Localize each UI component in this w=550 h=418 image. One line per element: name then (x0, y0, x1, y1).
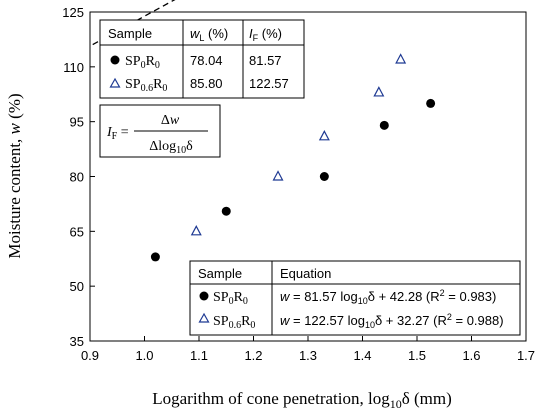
data-points (150, 53, 436, 262)
limits-row2-wl: 85.80 (190, 76, 223, 91)
flow-index-formula: IF = Δw Δlog10δ (99, 104, 221, 158)
limits-row2-sample: SP0.6R0 (125, 77, 167, 94)
data-point-series-1 (426, 98, 436, 108)
y-tick-label: 95 (70, 115, 84, 130)
x-tick-label: 1.3 (299, 348, 317, 363)
limits-row1-if: 81.57 (249, 53, 282, 68)
x-tick-label: 1.5 (408, 348, 426, 363)
data-point-series-2 (373, 86, 385, 97)
equations-row2-sample: SP0.6R0 (213, 314, 255, 331)
data-point-series-1 (379, 120, 389, 130)
y-tick-label: 35 (70, 334, 84, 349)
data-point-series-2 (272, 170, 284, 181)
equations-row1-equation: w = 81.57 log10δ + 42.28 (R2 = 0.983) (280, 288, 496, 306)
equations-header-equation: Equation (280, 266, 331, 281)
data-point-series-1 (221, 206, 231, 216)
limits-table: Sample wL (%) IF (%) SP0R0 78.04 81.57 S… (99, 19, 305, 99)
limits-row1-wl: 78.04 (190, 53, 223, 68)
formula-denominator: Δlog10δ (149, 139, 193, 156)
x-tick-label: 1.2 (244, 348, 262, 363)
equations-row1-sample: SP0R0 (213, 290, 248, 307)
x-tick-label: 1.4 (353, 348, 371, 363)
equations-row2-marker (198, 312, 210, 323)
data-point-series-2 (190, 225, 202, 236)
x-tick-label: 1.1 (190, 348, 208, 363)
y-axis-title: Moisture content, w (%) (5, 93, 24, 258)
limits-header-if: IF (%) (249, 26, 282, 43)
y-tick-label: 50 (70, 279, 84, 294)
axis-ticks: 0.9 1.0 1.1 1.2 1.3 1.4 1.5 1.6 1.7 35 50 65 80 95 110… (62, 5, 535, 363)
x-tick-label: 1.7 (517, 348, 535, 363)
limits-row2-marker (109, 77, 121, 88)
x-tick-label: 0.9 (81, 348, 99, 363)
limits-row1-marker (110, 55, 120, 65)
svg-text:IF =: IF = (106, 125, 129, 142)
x-tick-label: 1.6 (462, 348, 480, 363)
y-tick-label: 80 (70, 170, 84, 185)
limits-row2-if: 122.57 (249, 76, 289, 91)
y-tick-label: 110 (63, 60, 84, 75)
x-axis-title: Logarithm of cone penetration, log10δ (m… (152, 389, 451, 411)
y-tick-label: 65 (70, 224, 84, 239)
data-point-series-2 (395, 53, 407, 64)
y-tick-label: 125 (62, 5, 84, 20)
limits-row1-sample: SP0R0 (125, 54, 160, 71)
equations-table: Sample Equation SP0R0 w = 81.57 log10δ +… (189, 260, 521, 336)
formula-numerator: Δw (161, 113, 180, 128)
equations-header-sample: Sample (198, 266, 242, 281)
x-tick-label: 1.0 (135, 348, 153, 363)
equations-row2-equation: w = 122.57 log10δ + 32.27 (R2 = 0.988) (280, 312, 504, 330)
limits-header-sample: Sample (108, 26, 152, 41)
equations-row1-marker (199, 291, 209, 301)
limits-header-wl: wL (%) (190, 26, 228, 43)
data-point-series-1 (150, 252, 160, 262)
data-point-series-1 (319, 172, 329, 181)
data-point-series-2 (318, 130, 330, 141)
